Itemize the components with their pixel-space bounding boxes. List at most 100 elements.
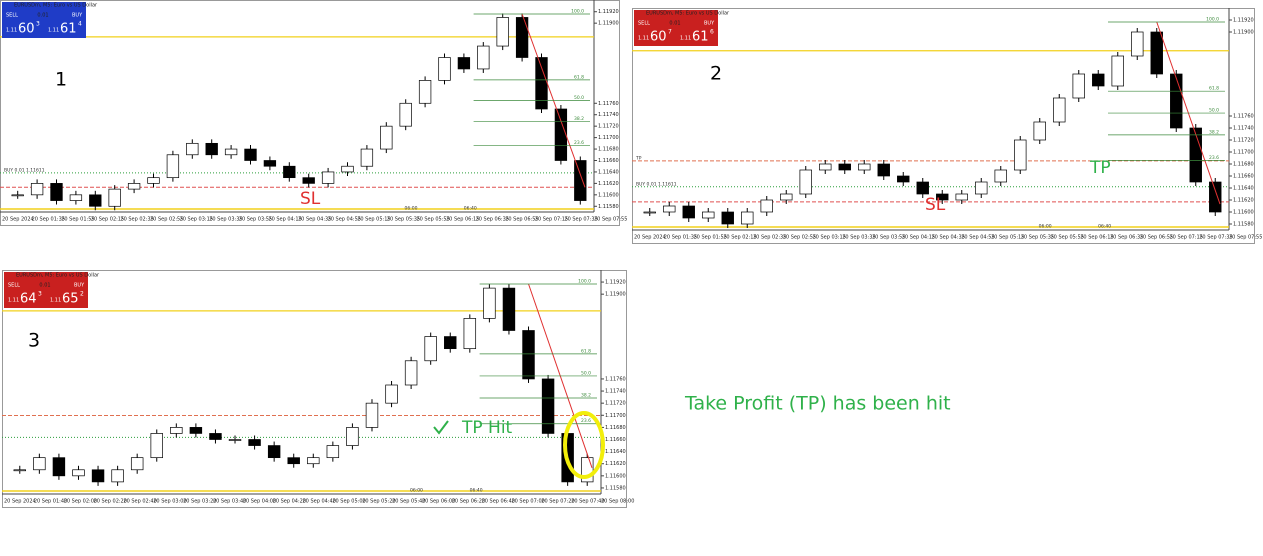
- order-tag: 06:00: [410, 488, 423, 494]
- candle-body: [69, 194, 83, 201]
- fib-label: 38.2: [581, 392, 591, 398]
- x-tick-label: 20 Sep 05:35: [1021, 235, 1054, 241]
- x-tick-label: 20 Sep 07:35: [564, 217, 597, 223]
- sell-button[interactable]: SELL: [6, 13, 18, 19]
- x-tick-label: 20 Sep 05:55: [1051, 235, 1084, 241]
- x-tick-label: 20 Sep 05:15: [357, 217, 390, 223]
- candle-body: [780, 193, 793, 201]
- candle-body: [1150, 31, 1163, 75]
- y-tick-label: 1.11580: [1233, 222, 1254, 228]
- candle-body: [522, 330, 535, 380]
- candle-body: [554, 108, 568, 161]
- candle-body: [30, 183, 44, 196]
- y-tick-label: 1.11680: [605, 425, 626, 431]
- y-tick-label: 1.11900: [605, 292, 626, 298]
- chart-frame: [2, 270, 627, 508]
- panel-number: 1: [55, 69, 67, 91]
- ask-prefix: 1.11: [48, 28, 59, 34]
- y-tick-label: 1.11740: [1233, 126, 1254, 132]
- fib-label: 23.6: [1209, 155, 1219, 161]
- x-tick-label: 20 Sep 01:35: [32, 217, 65, 223]
- chart-title: EURUSDm, M5: Euro vs US Dollar: [646, 11, 730, 17]
- sell-button[interactable]: SELL: [8, 283, 20, 289]
- x-tick-label: 20 Sep 05:00: [332, 499, 365, 505]
- y-tick-label: 1.11920: [605, 280, 626, 286]
- candle-body: [404, 360, 418, 386]
- x-tick-label: 20 Sep 01:35: [664, 235, 697, 241]
- trade-panel: [634, 10, 718, 46]
- y-tick-label: 1.11680: [598, 147, 619, 153]
- trade-panel: [2, 2, 86, 38]
- highlight-circle: [563, 411, 605, 479]
- fib-label: 61.8: [1209, 86, 1219, 92]
- order-tag: 06:40: [1098, 224, 1111, 230]
- candle-body: [741, 211, 754, 225]
- buy-button[interactable]: BUY: [72, 13, 83, 19]
- bid-fraction: 3: [36, 21, 40, 28]
- panel-number: 3: [28, 330, 40, 352]
- x-tick-label: 20 Sep 06:15: [1080, 235, 1113, 241]
- candle-body: [50, 183, 63, 201]
- x-tick-label: 20 Sep 02:40: [123, 499, 156, 505]
- candle-body: [580, 457, 594, 483]
- candle-body: [108, 188, 121, 207]
- annotation: TP Hit: [461, 418, 513, 438]
- ask-fraction: 6: [710, 29, 714, 36]
- fib-label: 38.2: [1209, 129, 1219, 135]
- x-tick-label: 20 Sep 03:15: [813, 235, 846, 241]
- candle-body: [341, 165, 354, 173]
- x-tick-label: 20 Sep 02:15: [723, 235, 756, 241]
- candle-body: [682, 205, 695, 219]
- candle-body: [267, 445, 281, 459]
- y-tick-label: 1.11580: [598, 204, 619, 210]
- y-tick-label: 1.11600: [605, 473, 626, 479]
- x-tick-label: 20 Sep 07:15: [535, 217, 568, 223]
- x-tick-label: 20 Sep 03:20: [183, 499, 216, 505]
- candle-body: [438, 57, 451, 81]
- bid-price: 64: [20, 292, 37, 307]
- y-tick-label: 1.11660: [598, 158, 619, 164]
- candle-body: [663, 205, 676, 213]
- candle-body: [147, 177, 160, 184]
- candle-body: [52, 457, 66, 477]
- x-tick-label: 20 Sep 04:35: [298, 217, 331, 223]
- y-tick-label: 1.11700: [605, 413, 626, 419]
- y-tick-label: 1.11640: [598, 169, 619, 175]
- candle-body: [244, 148, 257, 161]
- lot-size: 0.01: [669, 21, 680, 27]
- fib-label: 61.8: [581, 348, 591, 354]
- x-tick-label: 20 Sep 03:55: [239, 217, 272, 223]
- buy-button[interactable]: BUY: [74, 283, 85, 289]
- x-tick-label: 20 Sep 05:35: [387, 217, 420, 223]
- annotation: TP: [1089, 158, 1111, 178]
- candle-body: [385, 384, 398, 404]
- candle-body: [541, 378, 555, 434]
- x-tick-label: 20 Sep 07:40: [571, 499, 604, 505]
- x-tick-label: 20 Sep 04:40: [303, 499, 336, 505]
- x-tick-label: 20 Sep 01:40: [34, 499, 67, 505]
- buy-button[interactable]: BUY: [704, 21, 715, 27]
- y-tick-label: 1.11600: [598, 192, 619, 198]
- candle-body: [209, 433, 222, 440]
- y-tick-label: 1.11720: [605, 401, 626, 407]
- order-tag: 06:40: [470, 488, 483, 494]
- x-tick-label: 20 Sep 2024: [4, 499, 36, 505]
- x-tick-label: 20 Sep 04:35: [932, 235, 965, 241]
- sell-button[interactable]: SELL: [638, 21, 650, 27]
- candle-body: [936, 193, 949, 201]
- x-tick-label: 20 Sep 2024: [634, 235, 666, 241]
- annotation: SL: [300, 189, 321, 209]
- candle-body: [150, 433, 163, 459]
- candle-body: [1072, 73, 1085, 99]
- candle-body: [1111, 55, 1124, 87]
- trade-panel: [4, 272, 88, 308]
- candle-body: [1033, 121, 1046, 141]
- candle-body: [502, 287, 516, 331]
- y-tick-label: 1.11700: [1233, 150, 1254, 156]
- candle-body: [955, 193, 968, 201]
- y-tick-label: 1.11660: [605, 437, 626, 443]
- candle-body: [444, 336, 457, 350]
- x-tick-label: 20 Sep 01:55: [694, 235, 727, 241]
- candle-body: [360, 148, 374, 167]
